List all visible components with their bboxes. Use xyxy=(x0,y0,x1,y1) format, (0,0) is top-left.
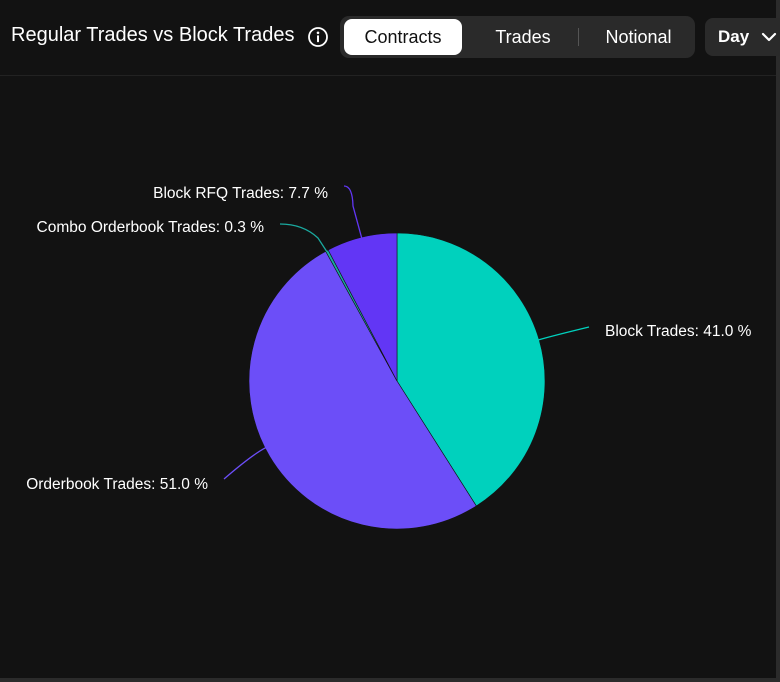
pie-chart: Block Trades: 41.0 % Orderbook Trades: 51… xyxy=(26,185,752,530)
period-value: Day xyxy=(718,27,750,46)
leader-line-block-rfq-trades xyxy=(343,185,363,239)
page-title: Regular Trades vs Block Trades xyxy=(11,24,295,46)
tab-contracts[interactable]: Contracts xyxy=(344,19,462,55)
tab-notional[interactable]: Notional xyxy=(605,27,672,47)
data-label-block-rfq-trades: Block RFQ Trades: 7.7 % xyxy=(153,185,328,202)
leader-line-orderbook-trades xyxy=(223,446,267,480)
panel-header: Regular Trades vs Block Trades Contracts… xyxy=(0,0,780,76)
data-label-orderbook-trades: Orderbook Trades: 51.0 % xyxy=(26,476,208,493)
period-dropdown[interactable]: Day xyxy=(705,18,780,56)
tab-trades[interactable]: Trades xyxy=(495,27,551,47)
data-label-combo-orderbook-trades: Combo Orderbook Trades: 0.3 % xyxy=(37,219,265,236)
tab-divider xyxy=(578,28,579,46)
leader-line-combo-orderbook-trades xyxy=(279,223,328,253)
leader-line-block-trades xyxy=(537,326,590,341)
info-icon[interactable] xyxy=(307,26,329,48)
data-label-block-trades: Block Trades: 41.0 % xyxy=(605,323,752,340)
metric-segmented-control: Contracts Trades Notional xyxy=(340,16,695,58)
chevron-down-icon xyxy=(761,32,777,42)
pie-slice-orderbook-trades[interactable] xyxy=(248,250,477,530)
